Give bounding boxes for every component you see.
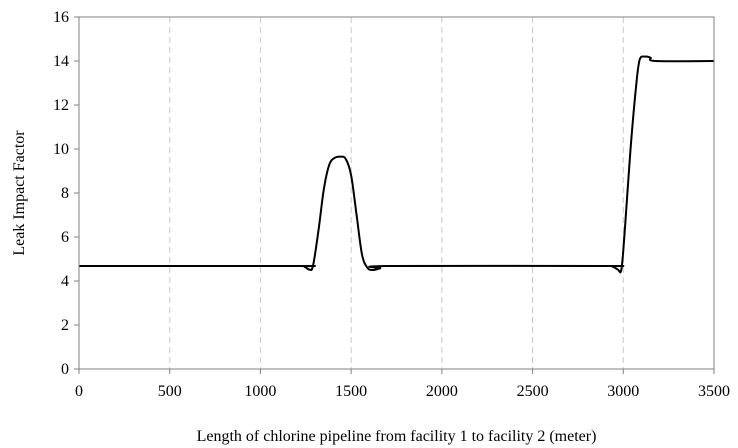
axis-ticks: 0 500 1000 1500 2000 2500 3000 3500 0 2 4 6 8 10 12 14 1…: [53, 9, 730, 400]
x-tick-label: 2500: [517, 383, 549, 400]
y-tick-label: 4: [61, 273, 69, 290]
y-tick-label: 14: [53, 53, 69, 70]
series-layer: [78, 55, 715, 274]
x-tick-label: 3000: [607, 383, 639, 400]
x-axis-title: Length of chlorine pipeline from facilit…: [197, 428, 597, 445]
x-tick-label: 500: [158, 383, 182, 400]
plot-frame: [78, 16, 715, 370]
grid-lines: [169, 17, 624, 369]
x-tick-label: 3500: [698, 383, 730, 400]
x-tick-label: 2000: [426, 383, 458, 400]
y-tick-label: 0: [61, 361, 69, 378]
y-tick-label: 2: [61, 317, 69, 334]
y-tick-label: 8: [61, 185, 69, 202]
x-tick-label: 0: [75, 383, 83, 400]
y-tick-label: 10: [53, 141, 69, 158]
x-tick-label: 1500: [335, 383, 367, 400]
y-tick-label: 6: [61, 229, 69, 246]
y-tick-label: 16: [53, 9, 69, 26]
y-tick-label: 12: [53, 97, 69, 114]
x-tick-label: 1000: [244, 383, 276, 400]
y-axis-title: Leak Impact Factor: [11, 130, 28, 256]
series-line-0: [78, 55, 715, 274]
